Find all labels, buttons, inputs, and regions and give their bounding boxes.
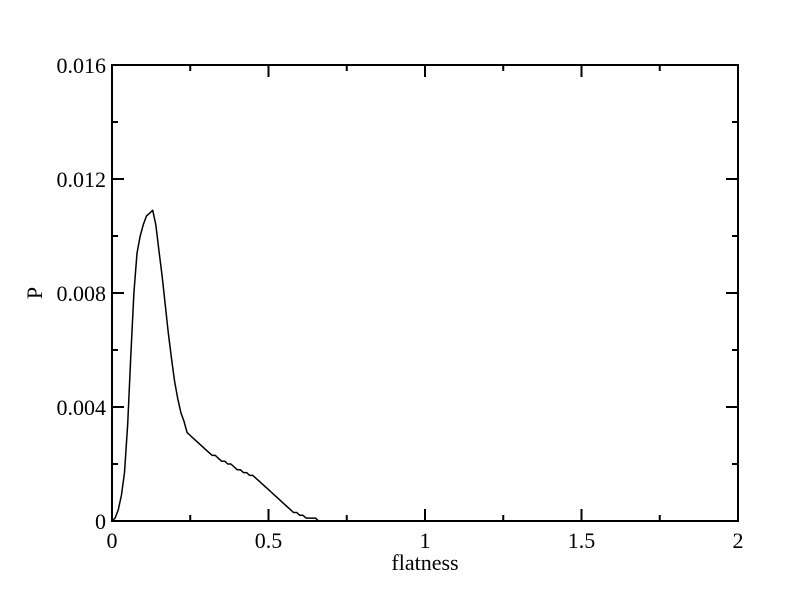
y-tick-label: 0.012 (57, 167, 107, 192)
x-tick-label: 0.5 (255, 528, 283, 553)
x-tick-label: 2 (733, 528, 744, 553)
y-tick-label: 0.008 (57, 281, 107, 306)
plot-frame (111, 64, 739, 522)
x-tick-label: 1 (420, 528, 431, 553)
labels-layer: 0 0.5 1 1.5 2 0 0.004 0.008 0.012 0.016 (57, 53, 744, 553)
x-axis-label: flatness (391, 550, 458, 575)
x-tick-label: 1.5 (568, 528, 596, 553)
y-tick-label: 0.004 (57, 395, 107, 420)
y-tick-label: 0.016 (57, 53, 107, 78)
y-axis-label: P (22, 287, 47, 299)
x-tick-label: 0 (107, 528, 118, 553)
ticks-layer (111, 64, 739, 522)
series-line-flatness-distribution (111, 209, 338, 522)
y-tick-label: 0 (95, 509, 106, 534)
